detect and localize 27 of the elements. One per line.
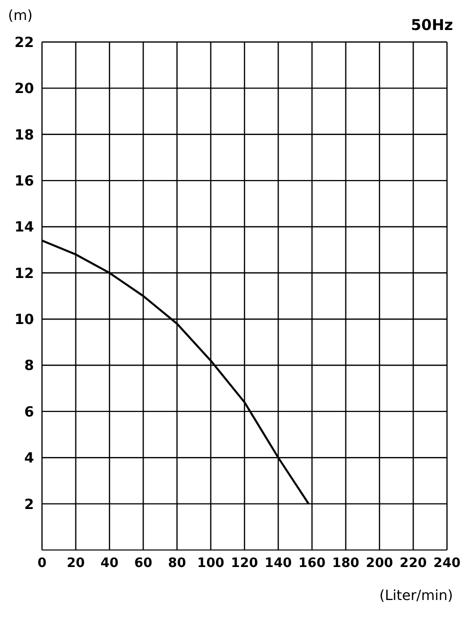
y-tick-label: 4 [24,450,34,467]
y-tick-label: 12 [14,266,34,282]
x-tick-label: 80 [168,556,186,572]
x-tick-label: 100 [197,556,224,572]
x-tick-label: 220 [400,556,427,572]
x-tick-label: 200 [366,556,394,572]
x-tick-label: 60 [134,556,152,572]
y-tick-label: 14 [14,220,34,236]
y-tick-label: 22 [14,34,34,51]
y-tick-label: 8 [24,358,34,374]
x-tick-label: 0 [37,556,47,572]
y-axis-title: (m) [8,8,33,24]
y-tick-label: 10 [14,312,34,328]
x-tick-label: 240 [433,556,461,572]
x-tick-label: 20 [66,556,85,572]
y-tick-label: 2 [24,496,34,513]
chart-title: 50Hz [410,16,453,34]
y-tick-label: 16 [14,174,34,190]
y-tick-label: 20 [14,81,34,98]
x-axis-title: (Liter/min) [379,588,453,604]
x-tick-label: 40 [100,556,119,572]
x-tick-label: 140 [264,556,292,572]
y-tick-label: 18 [14,127,34,144]
x-tick-label: 180 [332,556,360,572]
x-tick-label: 120 [230,556,258,572]
x-tick-label: 160 [298,556,326,572]
y-tick-label: 6 [24,404,34,420]
